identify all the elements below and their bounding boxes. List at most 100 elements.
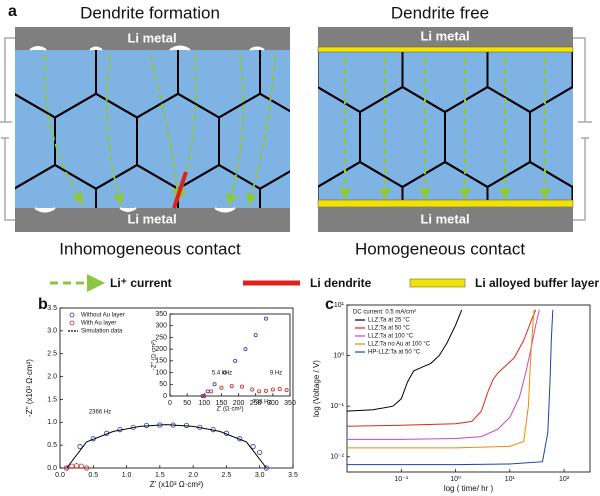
x-tick-label: 1.5 xyxy=(155,472,165,479)
x-tick-label: 0.5 xyxy=(88,472,98,479)
data-point xyxy=(263,316,268,321)
y-axis-label: -Z'' (Ω·cm²) xyxy=(152,340,158,370)
x-axis-label: log ( time/ hr ) xyxy=(444,484,494,493)
grain xyxy=(571,185,573,200)
x-tick-label: 10⁻¹ xyxy=(394,476,408,483)
data-line xyxy=(66,424,267,469)
y-tick-label: 10⁻² xyxy=(330,454,344,461)
x-tick-label: 2.5 xyxy=(222,472,232,479)
data-point xyxy=(270,387,275,392)
y-axis-label: log (Voltage / V) xyxy=(312,360,321,417)
y-tick-label: 300 xyxy=(155,323,167,330)
electrode-label: Li metal xyxy=(127,30,176,45)
legend-label: Simulation data xyxy=(81,329,123,335)
electrode xyxy=(15,27,290,50)
panel-label: a xyxy=(8,3,17,20)
x-tick-label: 350 xyxy=(284,400,296,407)
grain xyxy=(0,23,14,118)
current-arrow xyxy=(339,58,551,200)
annotation: 738 Hz xyxy=(252,400,271,406)
grain xyxy=(259,170,290,208)
electrode-label: Li metal xyxy=(127,211,176,226)
x-tick-label: 1.0 xyxy=(122,472,132,479)
data-point xyxy=(200,393,205,398)
y-axis-label: -Z'' (x10³ Ω·cm²) xyxy=(25,359,34,417)
x-axis-label: Z' (Ω·cm²) xyxy=(217,407,244,413)
legend-label: With Au layer xyxy=(81,321,116,327)
electrode xyxy=(15,208,290,232)
x-tick-label: 250 xyxy=(250,400,262,407)
void xyxy=(29,45,265,213)
y-tick-label: 0.0 xyxy=(47,465,57,472)
y-tick-label: 10⁻¹ xyxy=(330,403,344,410)
x-tick-label: 3.5 xyxy=(288,472,298,479)
annotation: 5.4 kHz xyxy=(212,371,232,377)
y-tick-label: 0 xyxy=(163,393,167,400)
x-axis-label: Z' (x10³ Ω·cm²) xyxy=(150,480,204,489)
annotation: 2366 Hz xyxy=(89,410,111,416)
y-tick-label: 10⁰ xyxy=(333,351,344,359)
buffer-layer xyxy=(317,46,574,53)
y-tick-label: 2.0 xyxy=(47,373,57,380)
legend-label: HP-LLZ:Ta at 50 °C xyxy=(368,350,421,356)
legend-label: LLZ:Ta at 50 °C xyxy=(368,326,410,332)
data-point xyxy=(209,389,214,394)
x-tick-label: 10⁰ xyxy=(450,475,461,483)
x-tick-label: 150 xyxy=(216,400,228,407)
data-point xyxy=(233,358,238,363)
current-arrow xyxy=(43,54,276,206)
data-point xyxy=(239,384,244,389)
data-point xyxy=(263,465,269,471)
legend-label: LLZ:Ta at 100 °C xyxy=(368,334,414,340)
electrode xyxy=(318,27,573,47)
data-point xyxy=(257,389,262,394)
buffer-layer xyxy=(317,199,574,208)
legend-label: Li⁺ current xyxy=(110,276,172,290)
data-point xyxy=(219,385,224,390)
data-point xyxy=(84,465,90,471)
x-tick-label: 10² xyxy=(559,476,570,483)
panel-label: b xyxy=(38,296,48,313)
battery xyxy=(0,121,12,139)
plot-frame xyxy=(169,313,291,397)
caption: Homogeneous contact xyxy=(355,239,525,258)
data-point xyxy=(253,333,258,338)
x-tick-label: 0 xyxy=(168,400,172,407)
x-tick-label: 10¹ xyxy=(505,476,516,483)
electrode-label: Li metal xyxy=(420,28,469,43)
note: DC current: 0.5 mA/cm² xyxy=(353,310,416,316)
legend-label: LLZ:Ta no Au at 100 °C xyxy=(368,342,431,348)
y-tick-label: 200 xyxy=(155,346,167,353)
y-tick-label: 1.5 xyxy=(47,396,57,403)
y-tick-label: 250 xyxy=(155,334,167,341)
grain xyxy=(0,236,55,331)
electrode xyxy=(318,207,573,232)
y-tick-label: 10¹ xyxy=(334,302,345,309)
grain xyxy=(571,52,573,89)
y-tick-label: 3.0 xyxy=(47,328,57,335)
legend-label: Li alloyed buffer layer xyxy=(475,276,599,290)
y-tick-label: 50 xyxy=(159,381,167,388)
data-point xyxy=(263,388,268,393)
data-line xyxy=(347,309,554,466)
circuit-wire xyxy=(4,37,15,221)
data-point xyxy=(64,465,70,471)
electrode-label: Li metal xyxy=(420,211,469,226)
x-tick-label: 200 xyxy=(233,400,245,407)
circuit-wire xyxy=(573,37,586,221)
legend-label: LLZ:Ta at 25 °C xyxy=(368,318,410,324)
legend-swatch xyxy=(69,320,75,326)
y-tick-label: 150 xyxy=(155,358,167,365)
dendrite xyxy=(172,171,188,209)
data-point xyxy=(202,393,207,398)
annotation: 9 Hz xyxy=(270,371,282,377)
x-tick-label: 50 xyxy=(183,400,191,407)
data-point xyxy=(77,443,83,450)
panel-title: Dendrite free xyxy=(391,3,489,22)
caption: Inhomogeneous contact xyxy=(59,239,241,258)
x-tick-label: 300 xyxy=(267,400,279,407)
x-tick-label: 2.0 xyxy=(188,472,198,479)
battery xyxy=(578,121,592,139)
data-point xyxy=(222,370,227,375)
